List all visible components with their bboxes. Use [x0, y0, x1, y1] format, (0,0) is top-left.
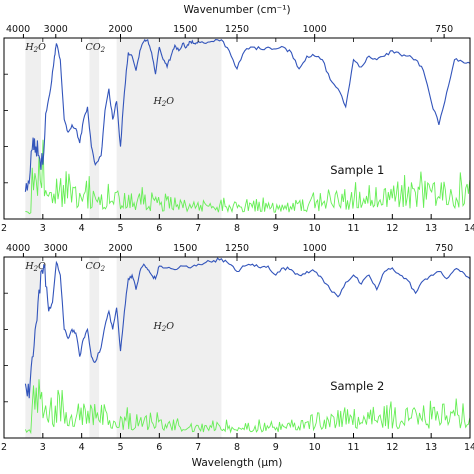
bottom-tick-label: 7: [195, 442, 201, 453]
bottom-tick-label: 6: [156, 223, 162, 234]
band-label: H2O: [24, 42, 46, 54]
bottom-tick-label: 10: [309, 223, 321, 234]
bottom-tick-label: 14: [464, 442, 474, 453]
bottom-tick-label: 9: [273, 442, 279, 453]
top-tick-label: 3000: [44, 243, 68, 254]
bottom-tick-label: 8: [234, 223, 240, 234]
blue-spectrum-line: [24, 38, 471, 192]
top-tick-label: 1250: [225, 243, 249, 254]
bottom-tick-label: 13: [425, 223, 437, 234]
sample-label: Sample 1: [330, 163, 384, 177]
absorption-band: [25, 38, 41, 219]
band-label: H2O: [24, 261, 46, 273]
bottom-tick-label: 9: [273, 223, 279, 234]
top-tick-label: 3000: [44, 24, 68, 35]
bottom-tick-label: 13: [425, 442, 437, 453]
bottom-tick-label: 2: [1, 442, 7, 453]
bottom-tick-label: 4: [79, 223, 85, 234]
bottom-tick-label: 11: [347, 223, 359, 234]
top-tick-label: 750: [435, 24, 453, 35]
bottom-tick-label: 5: [117, 223, 123, 234]
absorption-band: [116, 38, 222, 219]
bottom-tick-label: 4: [79, 442, 85, 453]
top-tick-label: 1250: [225, 24, 249, 35]
spectrum-panel-2: H2O CO2 H2O Sample 2 2 3 4 5 6 7 8 9 10 11 12 13 14 4000 3…: [1, 243, 474, 453]
top-tick-label: 4000: [6, 243, 30, 254]
top-tick-label: 750: [435, 243, 453, 254]
green-spectrum-line: [24, 379, 471, 435]
top-tick-label: 1000: [303, 24, 327, 35]
absorption-band: [25, 257, 41, 438]
absorption-band: [89, 257, 100, 438]
top-tick-label: 2000: [108, 243, 132, 254]
blue-spectrum-line: [24, 257, 471, 399]
top-axis-title: Wavenumber (cm⁻¹): [183, 4, 290, 16]
spectrum-panel-1: H2O CO2 H2O Sample 1 2 3 4 5 6 7 8 9 10 11 12 13 14 4000 3…: [1, 24, 474, 234]
band-label: H2O: [153, 321, 175, 333]
bottom-tick-label: 14: [464, 223, 474, 234]
absorption-band: [116, 257, 222, 438]
bottom-tick-label: 7: [195, 223, 201, 234]
bottom-tick-label: 5: [117, 442, 123, 453]
bottom-axis-title: Wavelength (μm): [192, 457, 283, 469]
sample-label: Sample 2: [330, 379, 384, 393]
bottom-tick-label: 2: [1, 223, 7, 234]
top-tick-label: 1500: [173, 24, 197, 35]
bottom-tick-label: 6: [156, 442, 162, 453]
band-label: CO2: [86, 42, 106, 54]
band-label: CO2: [86, 261, 106, 273]
bottom-tick-label: 12: [386, 223, 398, 234]
bottom-tick-label: 3: [40, 223, 46, 234]
panel-frame: [3, 256, 471, 439]
top-tick-label: 2000: [108, 24, 132, 35]
top-tick-label: 1000: [303, 243, 327, 254]
absorption-band: [89, 38, 100, 219]
bottom-tick-label: 11: [347, 442, 359, 453]
band-label: H2O: [153, 96, 175, 108]
bottom-tick-label: 10: [309, 442, 321, 453]
green-spectrum-line: [25, 139, 471, 215]
bottom-tick-label: 12: [386, 442, 398, 453]
top-tick-label: 4000: [6, 24, 30, 35]
bottom-tick-label: 3: [40, 442, 46, 453]
top-tick-label: 1500: [173, 243, 197, 254]
panels-layer: H2O CO2 H2O Sample 1 2 3 4 5 6 7 8 9 10 11 12 13 14 4000 3…: [1, 4, 474, 469]
bottom-tick-label: 8: [234, 442, 240, 453]
